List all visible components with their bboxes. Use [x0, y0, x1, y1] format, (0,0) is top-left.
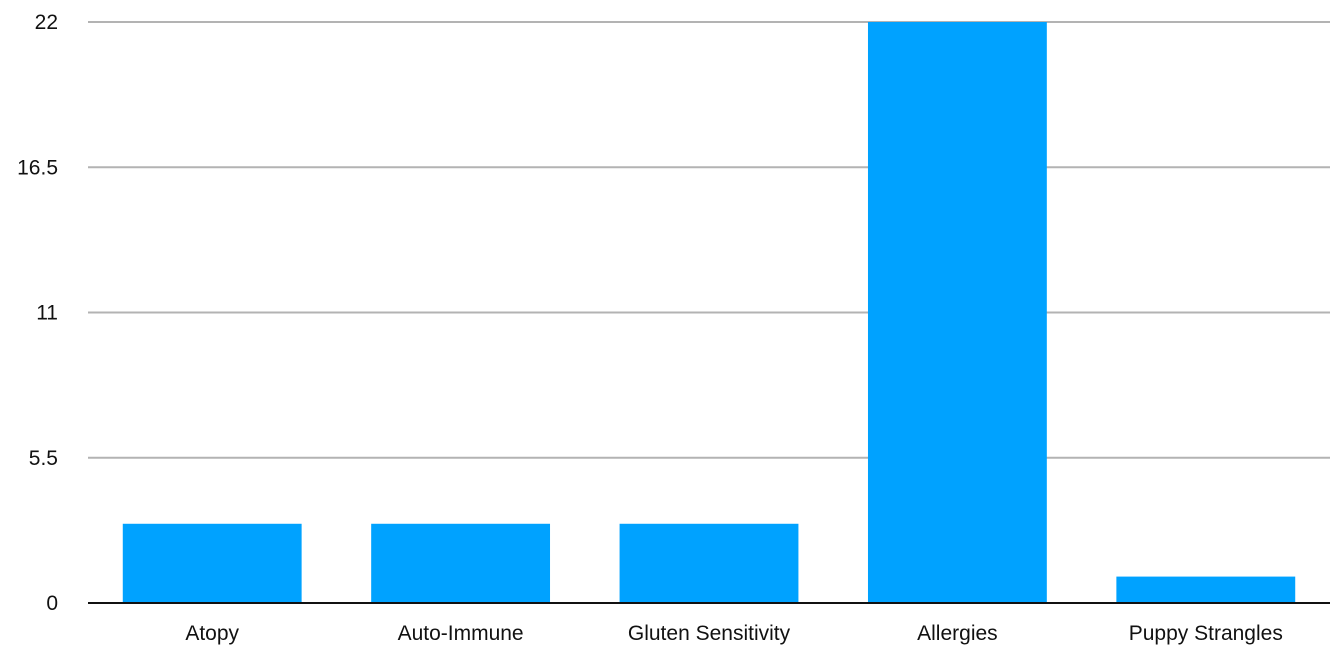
y-tick-label: 11	[36, 302, 58, 325]
x-tick-label: Auto-Immune	[398, 622, 524, 645]
x-tick-label: Allergies	[917, 622, 998, 645]
y-tick-label: 22	[35, 11, 58, 34]
bars	[122, 22, 1296, 603]
y-tick-label: 5.5	[29, 447, 58, 470]
x-tick-label: Gluten Sensitivity	[628, 622, 791, 645]
y-tick-label: 0	[46, 592, 58, 615]
gridlines	[88, 21, 1330, 459]
x-tick-label: Puppy Strangles	[1129, 622, 1283, 645]
bar-auto-immune	[371, 523, 551, 603]
x-tick-label: Atopy	[185, 622, 239, 645]
bar-puppy-strangles	[1116, 576, 1296, 603]
x-axis-ticks: Atopy Auto-Immune Gluten Sensitivity Allerg…	[185, 622, 1283, 645]
bar-gluten-sensitivity	[619, 523, 799, 603]
bar-atopy	[122, 523, 302, 603]
y-axis-ticks: 0 5.5 11 16.5 22	[17, 11, 58, 615]
y-tick-label: 16.5	[17, 156, 58, 179]
bar-allergies	[867, 22, 1047, 603]
